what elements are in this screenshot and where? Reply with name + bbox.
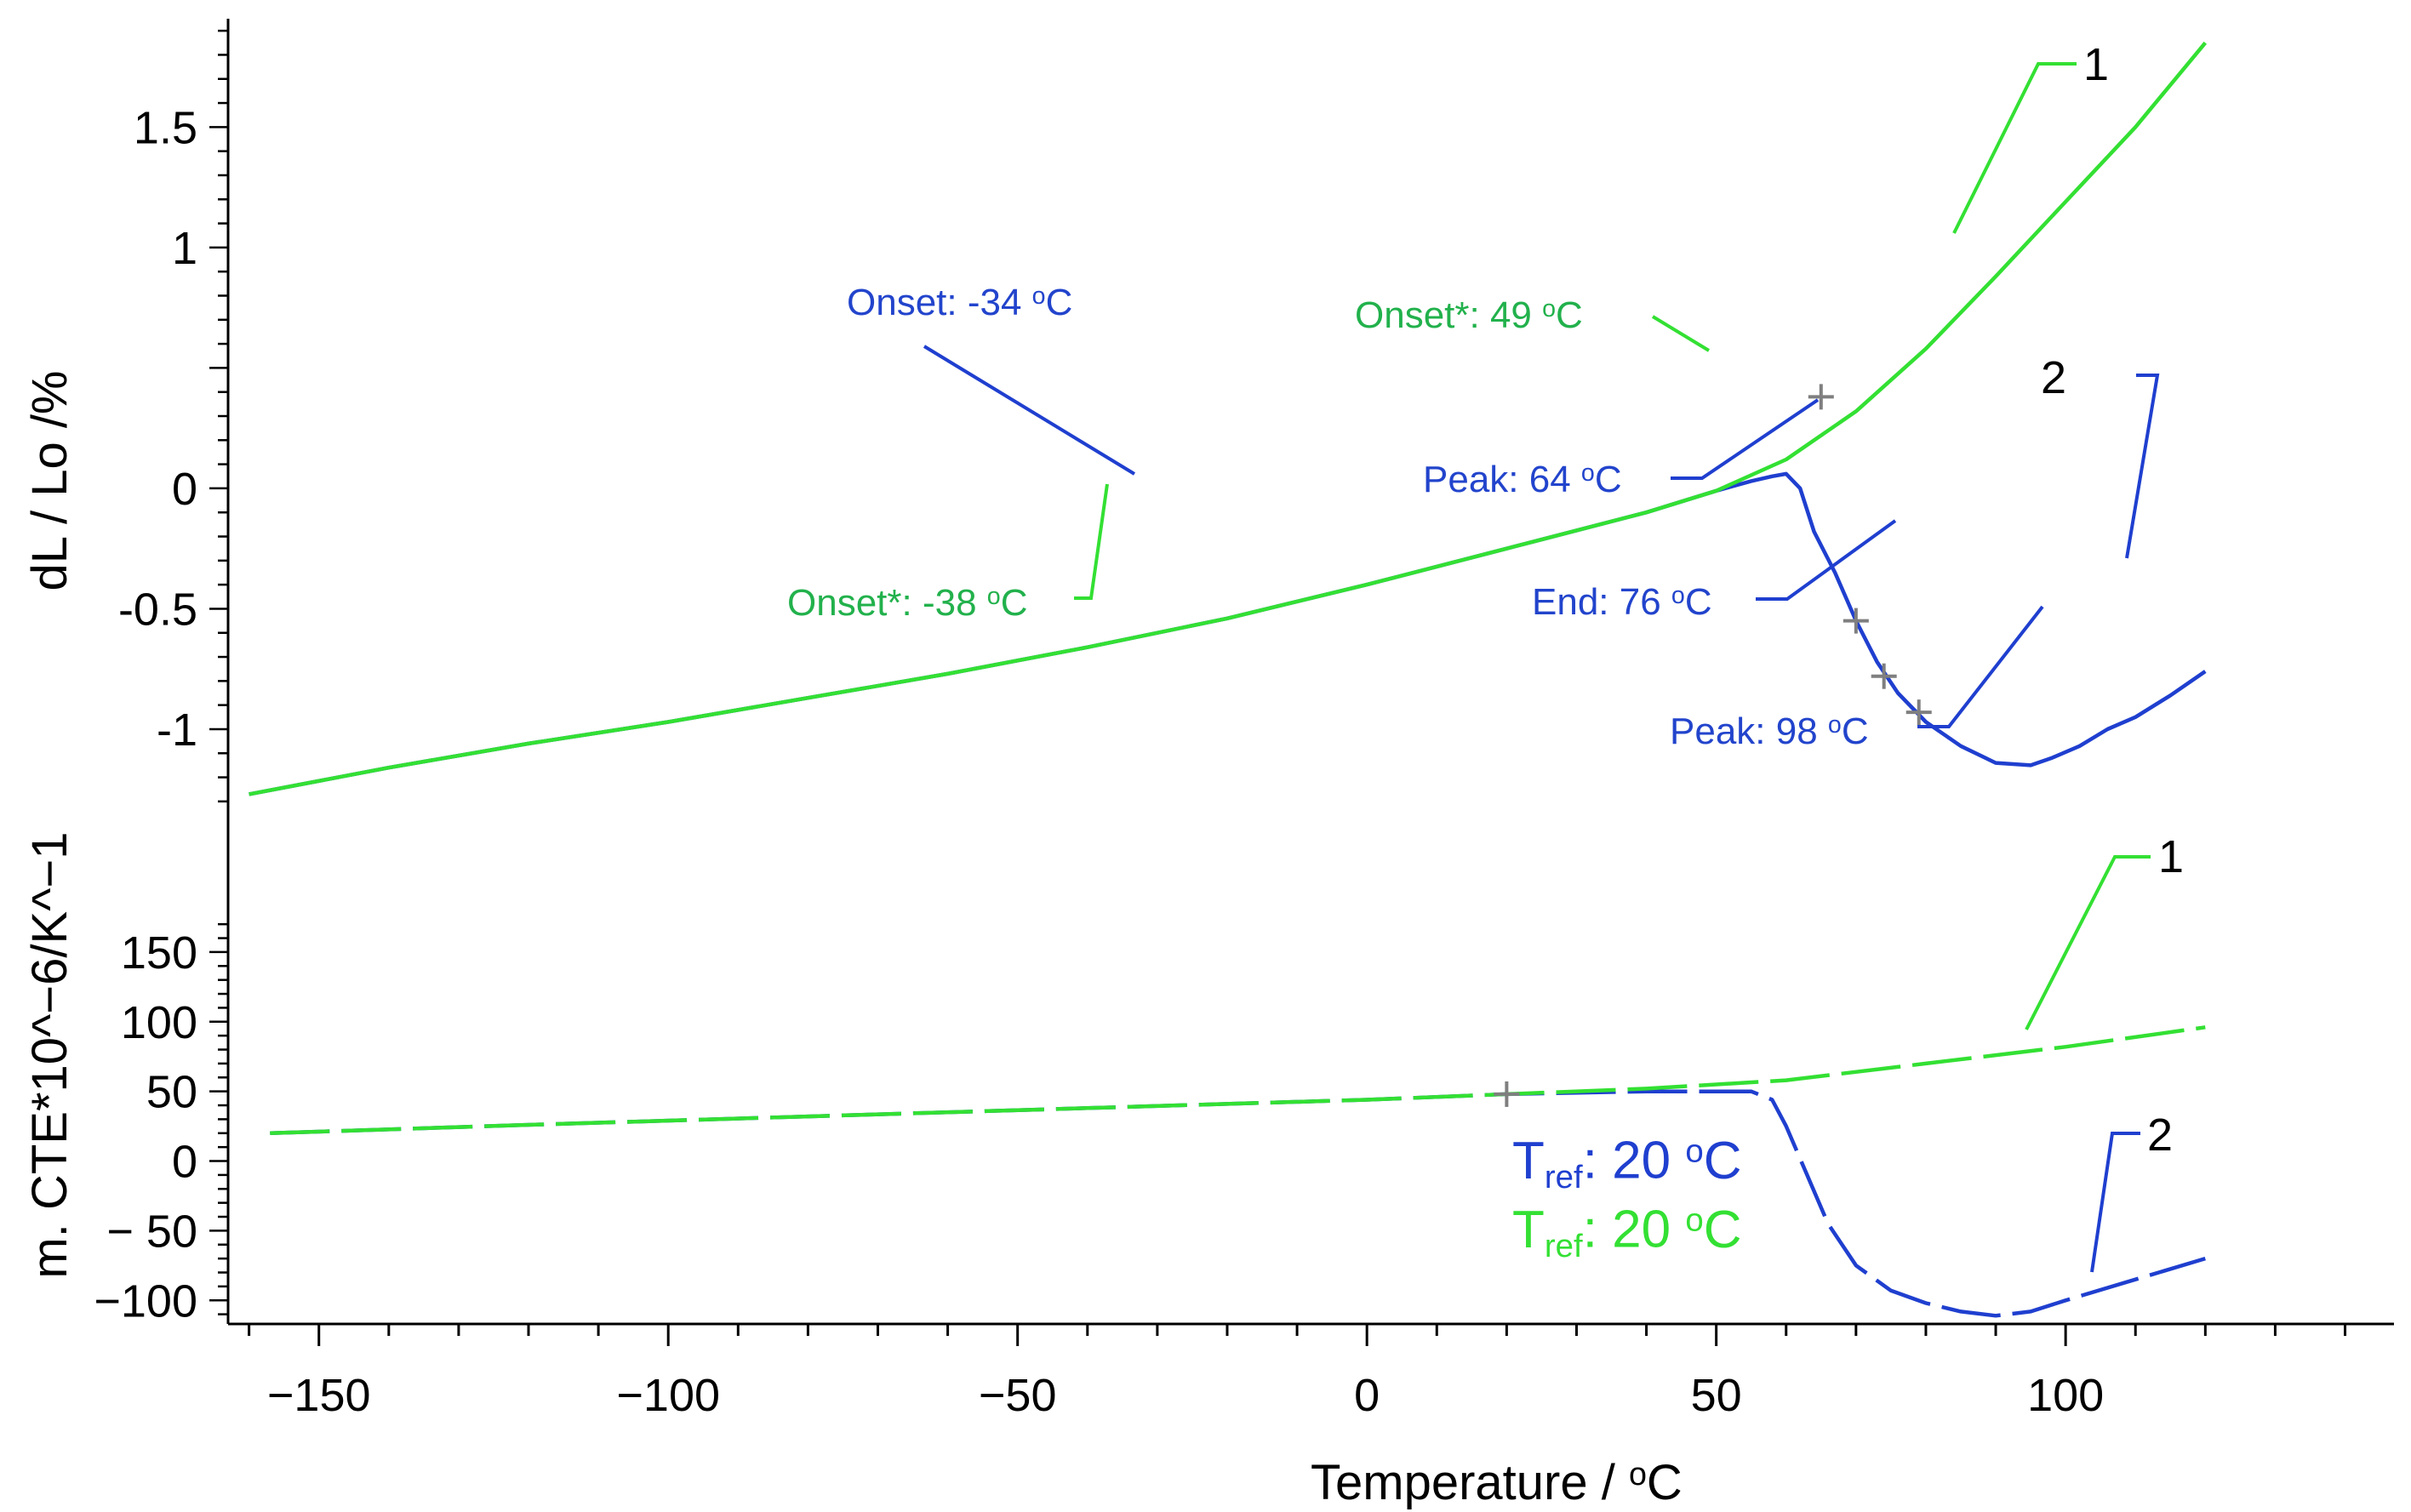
peak-64-label: Peak: 64 oC [1423, 459, 1622, 500]
label-1-top: 1 [2083, 39, 2109, 90]
label-1-bottom-leader [2025, 855, 2151, 1030]
tref-green-label: Tref: 20 oC [1512, 1201, 1742, 1264]
onset-green-left-leader [1074, 483, 1109, 600]
series-1-top-line [249, 41, 2208, 796]
x-tick-label: −50 [979, 1370, 1057, 1421]
series-1-bottom-line [270, 1025, 2206, 1136]
x-tick-label: 100 [2027, 1370, 2104, 1421]
x-tick-label: −100 [616, 1370, 720, 1421]
y-top-axis-title: dL / Lo /% [22, 370, 77, 591]
y-top-tick-label: -1 [157, 705, 197, 756]
y-top-tick-label: 1.5 [134, 102, 197, 153]
y-bottom-axis-title: m. CTE*10^−6/K^−1 [22, 831, 77, 1278]
axes-layer: −150 −100 −50 0 50 100 Temperature / oC -1 -0.5 0… [22, 19, 2394, 1510]
y-bottom-tick-label: −100 [94, 1275, 197, 1327]
onset-blue-label: Onset: -34 oC [847, 282, 1072, 323]
x-tick-label: −150 [267, 1370, 371, 1421]
y-top-tick-label: 1 [172, 223, 197, 274]
series-2-top-line [249, 471, 2207, 796]
y-top-tick-label: -0.5 [118, 584, 197, 635]
annotation-layer: Onset: -34 oC Onset*: -38 oC Onset*: 49 oC… [787, 39, 2184, 1273]
onset-green-right-leader [1651, 315, 1711, 352]
onset-green-left-label: Onset*: -38 oC [787, 582, 1027, 624]
label-2-top-leader [2125, 374, 2160, 559]
series-layer [249, 41, 2208, 1318]
y-top-tick-label: 0 [172, 464, 197, 515]
label-2-bottom-leader [2090, 1132, 2140, 1273]
y-bottom-tick-label: 150 [121, 927, 197, 979]
label-1-top-leader [1952, 62, 2077, 234]
onset-green-right-label: Onset*: 49 oC [1355, 294, 1583, 336]
end-76-label: End: 76 oC [1532, 581, 1712, 623]
end-76-leader [1756, 519, 1897, 601]
peak-64-leader [1671, 398, 1820, 480]
x-tick-label: 50 [1691, 1370, 1742, 1421]
marker-layer [1494, 384, 1932, 1107]
tref-blue-label: Tref: 20 oC [1512, 1132, 1742, 1195]
y-bottom-tick-label: 100 [121, 997, 197, 1048]
x-tick-label: 0 [1354, 1370, 1380, 1421]
y-bottom-tick-label: − 50 [106, 1206, 197, 1257]
onset-blue-leader [923, 345, 1136, 476]
y-bottom-tick-label: 0 [172, 1137, 197, 1188]
label-2-top: 2 [2041, 352, 2066, 403]
peak-98-label: Peak: 98 oC [1670, 710, 1869, 752]
peak-98-leader [1917, 605, 2044, 728]
label-1-bottom: 1 [2158, 831, 2184, 882]
y-bottom-tick-label: 50 [146, 1067, 197, 1118]
label-2-bottom: 2 [2147, 1110, 2173, 1161]
x-axis-title: Temperature / oC [1311, 1455, 1683, 1510]
